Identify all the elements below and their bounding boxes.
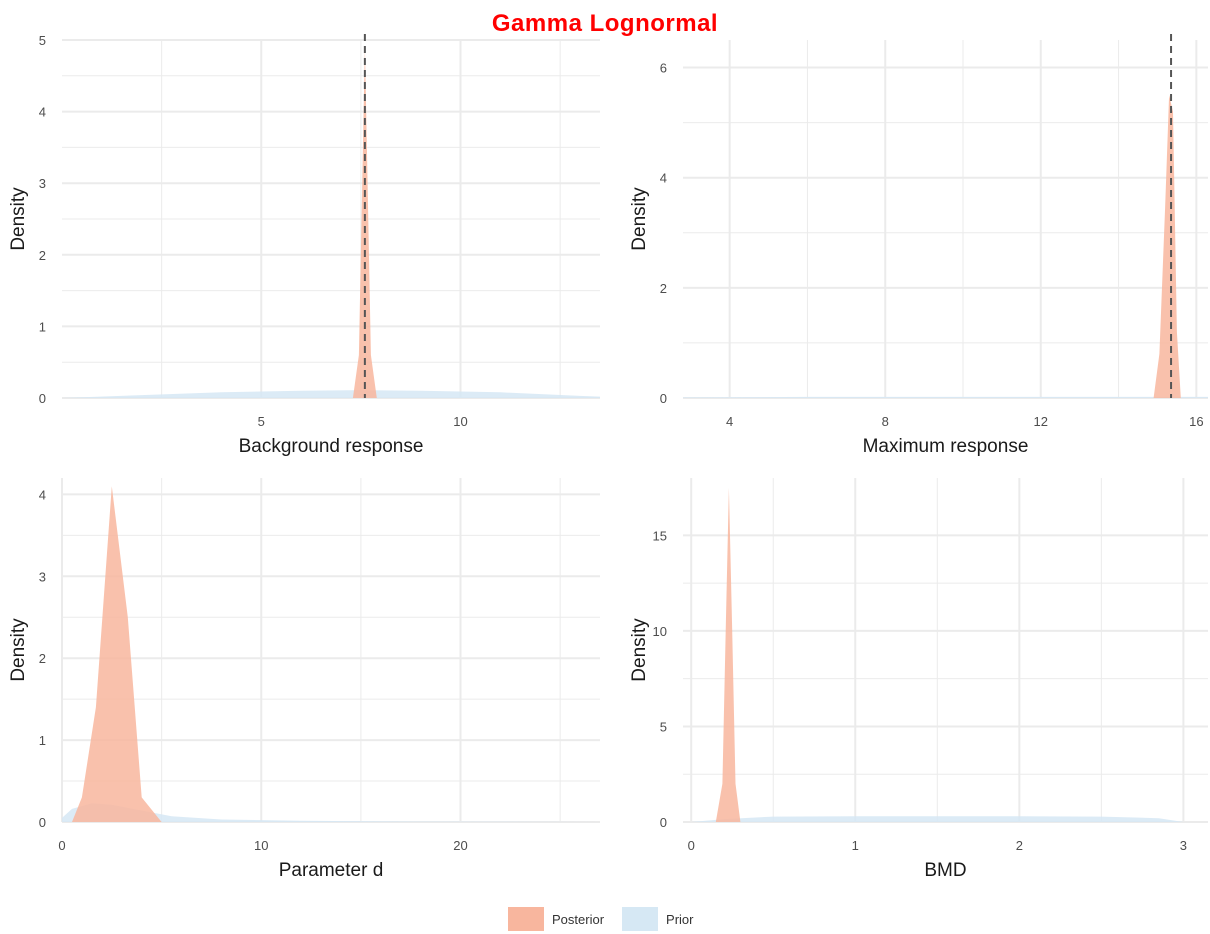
x-tick-label: 10 [453,414,467,429]
x-tick-label: 8 [882,414,889,429]
legend-item-posterior: Posterior [508,907,604,931]
y-tick-label: 4 [39,487,46,502]
density-area-posterior [352,47,377,398]
y-tick-label: 0 [39,815,46,830]
y-tick-label: 0 [660,391,667,406]
legend: Posterior Prior [508,904,711,934]
x-tick-label: 2 [1016,838,1023,853]
y-tick-label: 5 [660,719,667,734]
x-tick-label: 0 [58,838,65,853]
y-tick-label: 15 [653,528,667,543]
x-tick-label: 3 [1180,838,1187,853]
y-tick-label: 2 [660,281,667,296]
y-tick-label: 1 [39,319,46,334]
y-tick-label: 3 [39,176,46,191]
panel-2: 0 2 4 6 4 8 12 16 Maximum response Density [629,34,1208,457]
density-area-posterior [715,487,741,822]
y-axis-title: Density [629,618,650,682]
y-tick-label: 2 [39,651,46,666]
x-tick-label: 4 [726,414,733,429]
y-tick-label: 1 [39,733,46,748]
y-tick-label: 3 [39,569,46,584]
y-axis-title: Density [8,187,29,251]
x-axis-title: Maximum response [863,436,1029,457]
y-tick-label: 0 [39,391,46,406]
y-tick-label: 6 [660,61,667,76]
y-axis-title: Density [8,618,29,682]
x-tick-label: 5 [258,414,265,429]
legend-key-posterior [508,907,544,931]
y-tick-label: 5 [39,33,46,48]
legend-key-prior [622,907,659,931]
x-tick-label: 0 [688,838,695,853]
x-axis-title: BMD [924,860,966,881]
x-tick-label: 20 [453,838,467,853]
x-axis-title: Parameter d [279,860,384,881]
x-tick-label: 16 [1189,414,1203,429]
y-tick-label: 4 [660,171,667,186]
legend-label-prior: Prior [666,911,694,927]
y-tick-label: 4 [39,105,46,120]
legend-label-posterior: Posterior [552,911,605,927]
density-area-posterior [72,486,162,822]
x-axis-title: Background response [239,436,424,457]
density-area-prior [62,390,600,398]
y-axis-title: Density [629,187,650,251]
y-tick-label: 10 [653,624,667,639]
x-tick-label: 1 [852,838,859,853]
x-tick-label: 10 [254,838,268,853]
y-tick-label: 0 [660,815,667,830]
legend-item-prior: Prior [622,907,693,931]
panel-4: 0 5 10 15 0 1 2 3 BMD Density [629,478,1208,881]
chart-title: Gamma Lognormal [491,10,719,37]
density-area-prior [691,816,1184,822]
density-area-prior [683,396,1208,398]
panel-1: 0 1 2 3 4 5 5 10 Background response Density [8,33,600,457]
y-tick-label: 2 [39,248,46,263]
panel-3: 0 1 2 3 4 0 10 20 Parameter d Density [8,478,600,881]
density-area-posterior [1153,95,1181,398]
x-tick-label: 12 [1034,414,1048,429]
